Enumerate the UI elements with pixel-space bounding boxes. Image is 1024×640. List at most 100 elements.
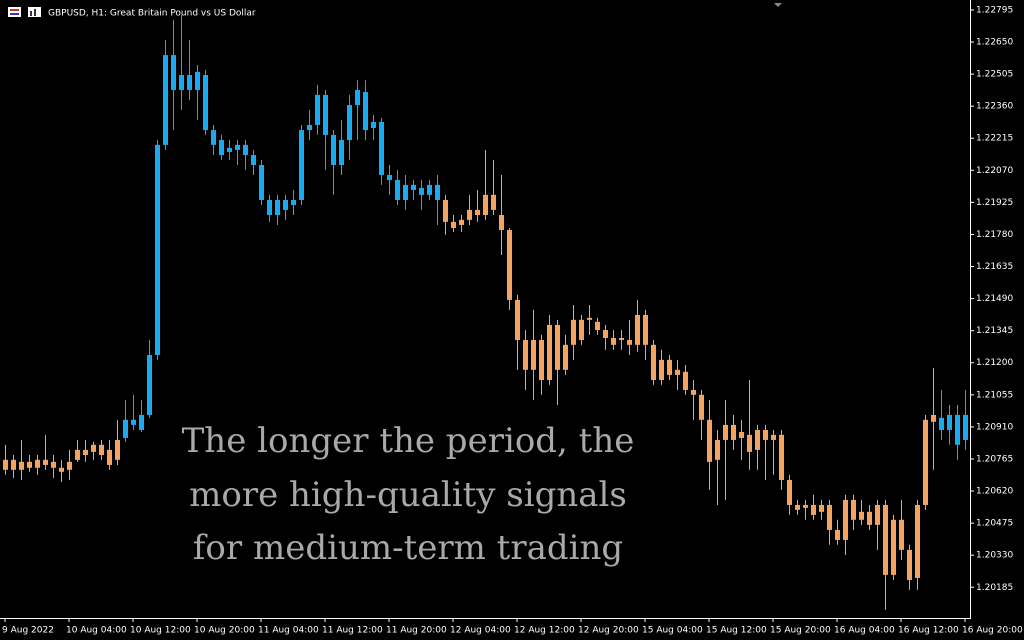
candle-body (299, 130, 304, 200)
candle-body (707, 419, 712, 462)
candle-body (427, 184, 432, 195)
candle-body (235, 144, 240, 150)
candle-body (803, 504, 808, 508)
y-tick-label: 1.21635 (976, 262, 1013, 272)
candle-body (131, 419, 136, 425)
candle-body (291, 199, 296, 206)
candle-body (891, 519, 896, 575)
candle-body (195, 71, 200, 91)
candle-body (859, 511, 864, 520)
candle-body (843, 499, 848, 540)
x-tick-label: 12 Aug 12:00 (514, 626, 575, 636)
candle-body (851, 499, 856, 520)
candle-body (507, 230, 512, 300)
y-tick-label: 1.22215 (976, 134, 1013, 144)
x-tick-label: 11 Aug 20:00 (386, 626, 447, 636)
candle-body (755, 429, 760, 450)
candle-body (779, 434, 784, 480)
candle-body (307, 124, 312, 131)
candle-body (435, 184, 440, 200)
candle-body (907, 549, 912, 580)
candle-body (259, 165, 264, 200)
candle-body (715, 439, 720, 460)
candle-body (491, 194, 496, 210)
y-tick-label: 1.21925 (976, 198, 1013, 208)
candle-body (43, 459, 48, 465)
candle-body (467, 209, 472, 220)
candle-body (139, 414, 144, 430)
candle-body (915, 504, 920, 578)
candle-body (699, 394, 704, 420)
symbol-icons (8, 7, 41, 17)
y-tick-label: 1.20910 (976, 422, 1013, 432)
y-tick-label: 1.22795 (976, 5, 1013, 15)
candle-body (619, 337, 624, 340)
y-tick-label: 1.21490 (976, 294, 1013, 304)
x-tick-label: 10 Aug 04:00 (66, 626, 127, 636)
candle-body (963, 414, 968, 440)
candle-body (35, 459, 40, 468)
candle-body (531, 339, 536, 370)
x-tick-label: 11 Aug 12:00 (322, 626, 383, 636)
candle-body (11, 459, 16, 470)
candle-body (763, 429, 768, 440)
candle-body (955, 414, 960, 445)
candle-body (651, 344, 656, 381)
x-tick-label: 10 Aug 20:00 (194, 626, 255, 636)
candle-body (275, 199, 280, 215)
candle-body (675, 369, 680, 375)
candle-body (747, 434, 752, 452)
annotation-line: for medium-term trading (193, 528, 623, 568)
candle-body (451, 221, 456, 229)
annotation-line: The longer the period, the (182, 421, 635, 461)
candle-body (315, 94, 320, 125)
shift-marker (774, 3, 782, 7)
candle-body (227, 147, 232, 152)
candle-body (187, 74, 192, 91)
candle-body (819, 504, 824, 512)
x-tick-label: 15 Aug 12:00 (706, 626, 767, 636)
candle-body (635, 314, 640, 345)
candle-body (627, 339, 632, 345)
candle-body (611, 337, 616, 345)
candle-body (387, 174, 392, 181)
y-tick-label: 1.21055 (976, 390, 1013, 400)
candle-body (67, 461, 72, 470)
candle-body (883, 504, 888, 575)
candle-body (99, 444, 104, 455)
candle-body (579, 319, 584, 340)
candle-body (939, 417, 944, 430)
candle-body (51, 461, 56, 468)
y-tick-label: 1.20765 (976, 454, 1013, 464)
candle-body (243, 144, 248, 156)
candle-body (691, 389, 696, 395)
candle-body (827, 504, 832, 530)
candle-body (659, 359, 664, 381)
candle-body (395, 180, 400, 200)
candle-body (771, 434, 776, 440)
x-tick-label: 9 Aug 2022 (2, 626, 54, 636)
candle-body (363, 92, 368, 131)
candle-body (251, 155, 256, 166)
candle-body (547, 324, 552, 381)
candle-body (483, 194, 488, 215)
y-tick-label: 1.22505 (976, 70, 1013, 80)
candle-body (931, 414, 936, 422)
candle-body (499, 214, 504, 231)
candle-body (643, 314, 648, 345)
candle-body (59, 467, 64, 472)
candle-body (163, 55, 168, 145)
candle-body (123, 419, 128, 438)
candle-body (811, 504, 816, 515)
x-tick-label: 11 Aug 04:00 (258, 626, 319, 636)
candle-body (787, 479, 792, 505)
candle-body (147, 355, 152, 415)
candles (3, 15, 968, 610)
chart-title: GBPUSD, H1: Great Britain Pound vs US Do… (48, 9, 256, 19)
candle-body (443, 199, 448, 222)
y-tick-label: 1.20620 (976, 487, 1013, 497)
y-tick-label: 1.22650 (976, 38, 1013, 48)
candle-body (371, 121, 376, 129)
candle-body (571, 319, 576, 345)
candle-body (403, 184, 408, 200)
